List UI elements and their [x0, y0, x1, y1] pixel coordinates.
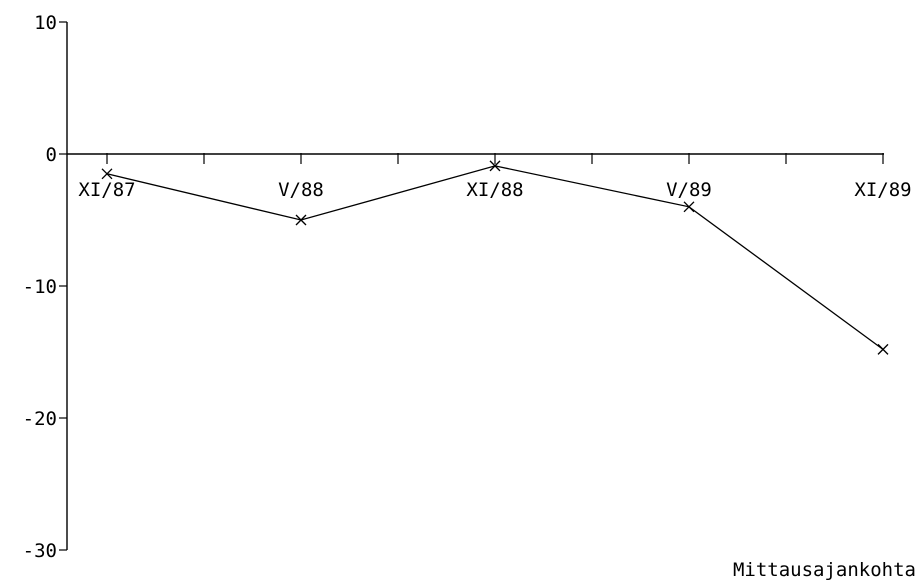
tick-labels: 10 0 -10 -20 -30 XI/87 V/88 XI/88 V/89 XI/89: [23, 12, 912, 562]
y-tick-label-3: -20: [23, 408, 57, 430]
y-tick-label-4: -30: [23, 540, 57, 562]
series: [101, 160, 889, 355]
data-point-1: [295, 214, 307, 226]
marker-stroke-b: [489, 160, 501, 172]
x-tick-label-0: XI/87: [78, 179, 135, 201]
data-point-2: [489, 160, 501, 172]
marker-stroke-b: [295, 214, 307, 226]
y-tick-label-2: -10: [23, 276, 57, 298]
x-tick-label-3: V/89: [666, 179, 712, 201]
marker-stroke-b: [877, 343, 889, 355]
y-tick-label-0: 10: [34, 12, 57, 34]
y-tick-label-1: 0: [46, 144, 57, 166]
axes: [66, 22, 884, 550]
data-point-0: [101, 168, 113, 180]
data-point-4: [877, 343, 889, 355]
x-tick-label-4: XI/89: [854, 179, 911, 201]
ticks: [59, 21, 884, 551]
x-tick-label-1: V/88: [278, 179, 324, 201]
x-tick-label-2: XI/88: [466, 179, 523, 201]
marker-stroke-b: [101, 168, 113, 180]
data-point-3: [683, 201, 695, 213]
x-axis-title: Mittausajankohta: [733, 559, 916, 581]
marker-stroke-b: [683, 201, 695, 213]
